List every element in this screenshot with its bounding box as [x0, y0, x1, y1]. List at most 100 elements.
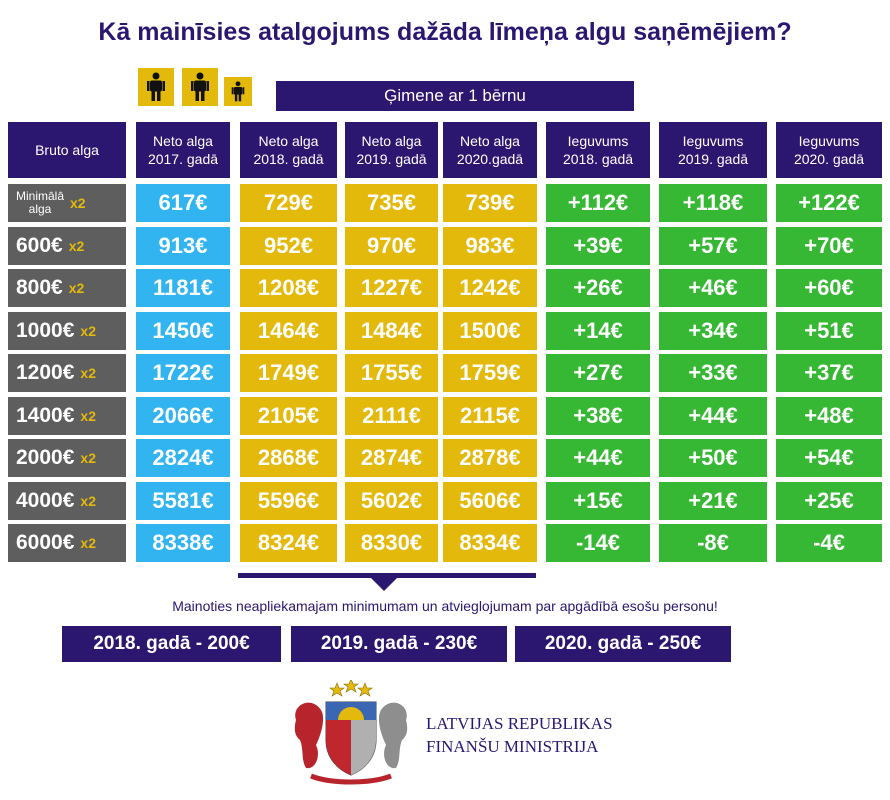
column-header: Neto alga 2017. gadā	[136, 122, 230, 178]
ministry-name: LATVIJAS REPUBLIKAS FINANŠU MINISTRIJA	[426, 712, 613, 758]
multiplier-badge: x2	[80, 408, 96, 424]
multiplier-badge: x2	[80, 323, 96, 339]
gain-cell: +25€	[776, 482, 882, 520]
gain-cell: +57€	[659, 227, 767, 265]
multiplier-badge: x2	[80, 493, 96, 509]
multiplier-badge: x2	[80, 450, 96, 466]
badge-2018: 2018. gadā - 200€	[62, 626, 281, 662]
net-salary-cell: 2874€	[345, 439, 438, 477]
gain-cell: -8€	[659, 524, 767, 562]
gain-cell: +60€	[776, 269, 882, 307]
gross-salary: 1400€	[16, 404, 75, 427]
net-salary-cell: 2868€	[240, 439, 337, 477]
page-title: Kā mainīsies atalgojums dažāda līmeņa al…	[98, 18, 792, 46]
gain-cell: -4€	[776, 524, 882, 562]
gross-salary: 1200€	[16, 361, 75, 384]
net-salary-cell: 2878€	[443, 439, 537, 477]
net-salary-cell: 729€	[240, 184, 337, 222]
gross-salary: 6000€	[16, 531, 75, 554]
person-adult-icon	[138, 68, 174, 106]
net-salary-cell: 2105€	[240, 397, 337, 435]
gain-cell: +54€	[776, 439, 882, 477]
badge-2020: 2020. gadā - 250€	[515, 626, 731, 662]
gain-cell: +38€	[546, 397, 650, 435]
ministry-line1: LATVIJAS REPUBLIKAS	[426, 714, 613, 733]
gross-salary: 800€	[16, 276, 63, 299]
gain-cell: +27€	[546, 354, 650, 392]
gain-cell: +70€	[776, 227, 882, 265]
ministry-line2: FINANŠU MINISTRIJA	[426, 737, 599, 756]
net-salary-cell: 1464€	[240, 312, 337, 350]
multiplier-badge: x2	[80, 365, 96, 381]
row-label: 1000€ x2	[8, 312, 126, 350]
gross-salary: 2000€	[16, 446, 75, 469]
net-salary-cell: 913€	[136, 227, 230, 265]
net-salary-cell: 5596€	[240, 482, 337, 520]
net-salary-cell: 8334€	[443, 524, 537, 562]
gain-cell: +34€	[659, 312, 767, 350]
row-label: 800€ x2	[8, 269, 126, 307]
net-salary-cell: 5602€	[345, 482, 438, 520]
net-salary-cell: 1242€	[443, 269, 537, 307]
row-label: 2000€ x2	[8, 439, 126, 477]
gain-cell: +21€	[659, 482, 767, 520]
net-salary-cell: 1450€	[136, 312, 230, 350]
gross-salary: 4000€	[16, 489, 75, 512]
gain-cell: +122€	[776, 184, 882, 222]
gain-cell: +48€	[776, 397, 882, 435]
gain-cell: +118€	[659, 184, 767, 222]
column-header: Ieguvums 2018. gadā	[546, 122, 650, 178]
column-header: Ieguvums 2019. gadā	[659, 122, 767, 178]
net-salary-cell: 1500€	[443, 312, 537, 350]
net-salary-cell: 8338€	[136, 524, 230, 562]
net-salary-cell: 983€	[443, 227, 537, 265]
net-salary-cell: 2066€	[136, 397, 230, 435]
gain-cell: +46€	[659, 269, 767, 307]
net-salary-cell: 5581€	[136, 482, 230, 520]
net-salary-cell: 8324€	[240, 524, 337, 562]
net-salary-cell: 1749€	[240, 354, 337, 392]
multiplier-badge: x2	[80, 535, 96, 551]
badge-2019: 2019. gadā - 230€	[291, 626, 507, 662]
multiplier-badge: x2	[70, 195, 86, 211]
gain-cell: +26€	[546, 269, 650, 307]
net-salary-cell: 1181€	[136, 269, 230, 307]
gain-cell: +50€	[659, 439, 767, 477]
gain-cell: +44€	[659, 397, 767, 435]
person-adult-icon	[182, 68, 218, 106]
multiplier-badge: x2	[68, 280, 85, 296]
net-salary-cell: 970€	[345, 227, 438, 265]
net-salary-cell: 735€	[345, 184, 438, 222]
net-salary-cell: 2111€	[345, 397, 438, 435]
row-label: 1400€ x2	[8, 397, 126, 435]
column-header: Neto alga 2020.gadā	[443, 122, 537, 178]
gross-salary: Minimālā alga	[16, 189, 65, 216]
coat-of-arms-logo	[294, 680, 408, 785]
net-salary-cell: 1208€	[240, 269, 337, 307]
row-label: 4000€ x2	[8, 482, 126, 520]
net-salary-cell: 1484€	[345, 312, 438, 350]
net-salary-cell: 8330€	[345, 524, 438, 562]
connector-line	[238, 573, 536, 578]
net-salary-cell: 1755€	[345, 354, 438, 392]
arrow-down-icon	[371, 578, 397, 591]
gain-cell: +14€	[546, 312, 650, 350]
multiplier-badge: x2	[68, 238, 85, 254]
net-salary-cell: 2115€	[443, 397, 537, 435]
row-label: 6000€ x2	[8, 524, 126, 562]
gain-cell: +15€	[546, 482, 650, 520]
column-header: Neto alga 2018. gadā	[240, 122, 337, 178]
gross-salary: 600€	[16, 234, 63, 257]
gain-cell: +33€	[659, 354, 767, 392]
gain-cell: +51€	[776, 312, 882, 350]
family-label: Ģimene ar 1 bērnu	[276, 81, 634, 111]
gain-cell: +39€	[546, 227, 650, 265]
gain-cell: +44€	[546, 439, 650, 477]
gain-cell: +112€	[546, 184, 650, 222]
net-salary-cell: 2824€	[136, 439, 230, 477]
row-label: Minimālā alga x2	[8, 184, 126, 222]
net-salary-cell: 1759€	[443, 354, 537, 392]
person-child-icon	[224, 77, 252, 106]
net-salary-cell: 952€	[240, 227, 337, 265]
column-header: Bruto alga	[8, 122, 126, 178]
